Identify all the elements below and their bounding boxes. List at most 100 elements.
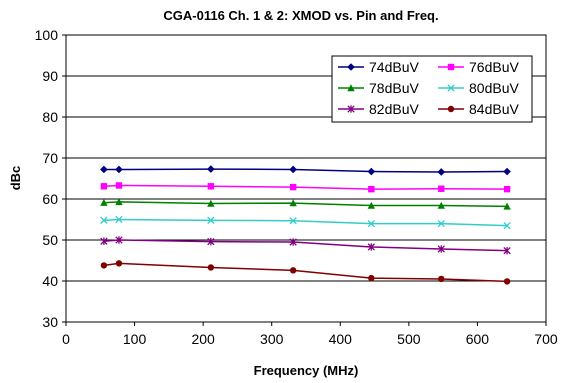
data-point (438, 275, 445, 283)
x-tick-label: 0 (62, 331, 70, 347)
series-78dBuV (100, 198, 511, 210)
legend-item: 78dBuV (338, 80, 419, 96)
series-line (103, 262, 508, 283)
y-tick-label: 100 (35, 27, 59, 43)
data-point (289, 165, 297, 174)
data-point (367, 167, 376, 176)
legend-label: 84dBuV (469, 101, 519, 117)
y-tick-label: 90 (42, 68, 58, 84)
data-point (367, 219, 375, 228)
series-76dBuV (100, 182, 511, 193)
series-line (103, 239, 508, 252)
series-82dBuV (100, 236, 511, 255)
marker-stroke (367, 219, 375, 228)
legend-item: 76dBuV (438, 59, 519, 75)
data-point (100, 216, 108, 224)
legend-box (331, 55, 533, 123)
x-tick-label: 600 (466, 331, 490, 347)
legend-label: 76dBuV (469, 59, 519, 75)
data-point (100, 183, 108, 190)
data-point (115, 182, 123, 189)
marker-stroke (115, 215, 123, 224)
data-point (115, 215, 123, 224)
marker-stroke (447, 84, 455, 92)
x-tick-label: 400 (329, 331, 353, 347)
legend-item: 80dBuV (438, 80, 519, 96)
data-point (100, 262, 108, 269)
data-point (207, 183, 215, 190)
legend-swatch-marker (347, 63, 355, 71)
y-tick-label: 50 (42, 232, 58, 248)
data-point (503, 185, 511, 193)
data-point (503, 278, 511, 285)
legend-label: 74dBuV (369, 59, 419, 75)
y-tick-label: 60 (42, 191, 58, 207)
x-axis-label: Frequency (MHz) (254, 363, 359, 378)
data-point (437, 245, 445, 253)
data-point (438, 185, 445, 192)
y-axis-label: dBc (8, 166, 23, 191)
series-line (103, 201, 508, 208)
data-point (289, 238, 297, 246)
data-point (115, 198, 123, 206)
data-point (100, 198, 108, 206)
series-74dBuV (100, 165, 511, 176)
data-point (100, 237, 108, 245)
legend-label: 78dBuV (369, 80, 419, 96)
x-tick-label: 500 (397, 331, 421, 347)
data-point (207, 216, 215, 224)
plot-area: 30 40 50 60 70 80 90 100 0 100 200 300 400 500 600 700 (35, 27, 558, 347)
x-tick-label: 700 (534, 331, 558, 347)
legend-swatch-marker (347, 105, 355, 113)
legend: 74dBuV 76dBuV 78dBuV 80dBuV 82dBuV 84dBuV (331, 55, 533, 123)
data-point (100, 165, 108, 174)
data-point (289, 217, 297, 225)
series-line (103, 168, 508, 173)
data-point (503, 167, 511, 176)
legend-swatch-marker (447, 63, 455, 71)
data-point (437, 201, 445, 209)
x-tick-label: 100 (123, 331, 147, 347)
legend-swatch-marker (447, 105, 455, 113)
data-point (115, 236, 123, 244)
data-point (115, 165, 123, 174)
series-80dBuV (100, 215, 511, 230)
marker-stroke (207, 216, 215, 224)
data-point (437, 219, 445, 228)
data-point (289, 183, 297, 191)
data-point (368, 185, 375, 193)
series-84dBuV (100, 260, 511, 285)
y-tick-label: 80 (42, 109, 58, 125)
y-tick-label: 40 (42, 273, 58, 289)
chart-title: CGA-0116 Ch. 1 & 2: XMOD vs. Pin and Fre… (163, 8, 438, 23)
data-point (367, 243, 375, 251)
marker-stroke (503, 221, 511, 230)
marker-stroke (289, 217, 297, 225)
legend-label: 82dBuV (369, 101, 419, 117)
legend-item: 82dBuV (338, 101, 419, 117)
legend-swatch-marker (447, 84, 455, 92)
data-point (207, 165, 215, 173)
data-point (115, 260, 123, 267)
legend-item: 74dBuV (338, 59, 419, 75)
data-point (289, 267, 297, 274)
data-point (289, 199, 297, 207)
data-point (368, 274, 375, 282)
x-tick-label: 300 (260, 331, 284, 347)
y-tick-label: 30 (42, 314, 58, 330)
legend-label: 80dBuV (469, 80, 519, 96)
x-tick-label: 200 (191, 331, 215, 347)
data-point (207, 237, 215, 246)
legend-item: 84dBuV (438, 101, 519, 117)
data-point (207, 264, 215, 271)
marker-stroke (437, 219, 445, 228)
data-point (437, 168, 446, 176)
data-point (503, 202, 511, 210)
marker-stroke (100, 216, 108, 224)
data-point (503, 246, 511, 255)
series-line (103, 184, 508, 190)
plot-border (65, 34, 547, 323)
data-point (207, 199, 215, 207)
series-line (103, 218, 508, 227)
